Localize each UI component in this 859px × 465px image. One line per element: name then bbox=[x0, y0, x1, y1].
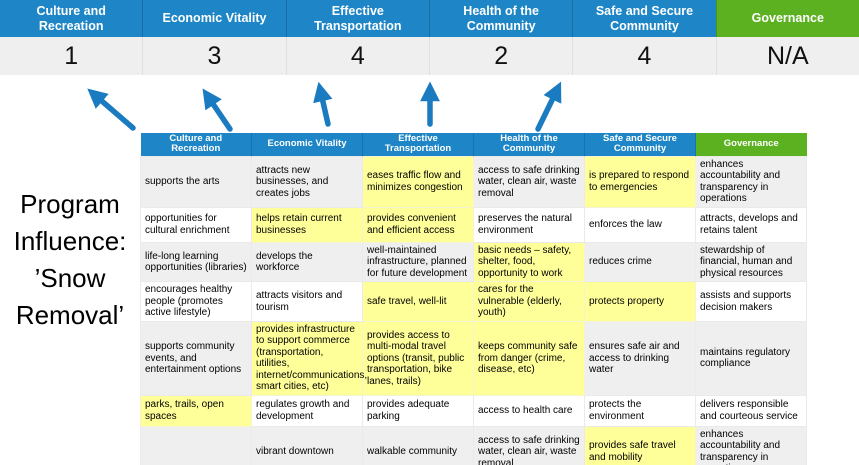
matrix-cell-economic-vitality-r1: attracts new businesses, and creates job… bbox=[251, 155, 363, 208]
matrix-row-7: vibrant downtown walkable community access… bbox=[140, 425, 807, 465]
pillar-score-effective-transportation: 4 bbox=[285, 37, 429, 75]
matrix-cell-economic-vitality-r5: provides infrastructure to support comme… bbox=[251, 320, 367, 396]
matrix-row-3: life-long learning opportunities (librar… bbox=[140, 241, 807, 283]
matrix-cell-governance-r4: assists and supports decision makers bbox=[695, 281, 807, 322]
influence-arrow-5 bbox=[535, 81, 562, 132]
influence-arrows bbox=[87, 81, 562, 132]
matrix-cell-health-of-the-community-r1: access to safe drinking water, clean air… bbox=[473, 155, 585, 208]
matrix-header-governance: Governance bbox=[695, 133, 807, 157]
matrix-cell-safe-and-secure-community-r1: is prepared to respond to emergencies bbox=[584, 155, 696, 208]
matrix-cell-effective-transportation-r6: provides adequate parking bbox=[362, 394, 474, 427]
matrix-cell-effective-transportation-r5: provides access to multi-modal travel op… bbox=[362, 320, 474, 396]
matrix-cell-culture-and-recreation-r1: supports the arts bbox=[140, 155, 252, 208]
matrix-cell-safe-and-secure-community-r3: reduces crime bbox=[584, 241, 696, 283]
matrix-cell-effective-transportation-r7: walkable community bbox=[362, 425, 474, 465]
matrix-header-effective-transportation: Effective Transportation bbox=[362, 133, 474, 157]
matrix-cell-culture-and-recreation-r5: supports community events, and entertain… bbox=[140, 320, 252, 396]
matrix-cell-culture-and-recreation-r4: encourages healthy people (promotes acti… bbox=[140, 281, 252, 322]
pillar-score-governance: N/A bbox=[715, 37, 859, 75]
matrix-cell-culture-and-recreation-r2: opportunities for cultural enrichment bbox=[140, 206, 252, 243]
matrix-row-2: opportunities for cultural enrichment hel… bbox=[140, 206, 807, 243]
matrix-cell-health-of-the-community-r5: keeps community safe from danger (crime,… bbox=[473, 320, 585, 396]
score-row: 1 3 4 2 4 N/A bbox=[0, 37, 859, 75]
matrix-row-1: supports the arts attracts new businesses… bbox=[140, 155, 807, 208]
matrix-header-culture-and-recreation: Culture and Recreation bbox=[140, 133, 252, 157]
matrix-cell-safe-and-secure-community-r7: provides safe travel and mobility bbox=[584, 425, 696, 465]
matrix-cell-governance-r5: maintains regulatory compliance bbox=[695, 320, 807, 396]
matrix-cell-culture-and-recreation-r3: life-long learning opportunities (librar… bbox=[140, 241, 252, 283]
matrix-cell-effective-transportation-r4: safe travel, well-lit bbox=[362, 281, 474, 322]
pillar-score-health-of-the-community: 2 bbox=[428, 37, 573, 75]
matrix-header-safe-and-secure-community: Safe and Secure Community bbox=[584, 133, 696, 157]
matrix-cell-safe-and-secure-community-r6: protects the environment bbox=[584, 394, 696, 427]
matrix-cell-effective-transportation-r2: provides convenient and efficient access bbox=[362, 206, 474, 243]
matrix-header-health-of-the-community: Health of the Community bbox=[473, 133, 585, 157]
matrix-cell-culture-and-recreation-r7 bbox=[140, 425, 252, 465]
matrix-header-economic-vitality: Economic Vitality bbox=[251, 133, 363, 157]
influence-arrow-3 bbox=[313, 81, 333, 127]
matrix-cell-governance-r7: enhances accountability and transparency… bbox=[695, 425, 807, 465]
matrix-cell-safe-and-secure-community-r4: protects property bbox=[584, 281, 696, 322]
pillar-score-economic-vitality: 3 bbox=[142, 37, 286, 75]
matrix-cell-governance-r2: attracts, develops and retains talent bbox=[695, 206, 807, 243]
matrix-cell-effective-transportation-r3: well-maintained infrastructure, planned … bbox=[362, 241, 474, 283]
priority-matrix: Culture and Recreation Economic Vitality E… bbox=[140, 133, 807, 465]
matrix-cell-effective-transportation-r1: eases traffic flow and minimizes congest… bbox=[362, 155, 474, 208]
program-influence-label: Program Influence: ’Snow Removal’ bbox=[13, 189, 127, 330]
pillar-header-economic-vitality: Economic Vitality bbox=[142, 0, 286, 37]
pillar-header-culture-and-recreation: Culture and Recreation bbox=[0, 0, 143, 37]
matrix-cell-culture-and-recreation-r6: parks, trails, open spaces bbox=[140, 394, 252, 427]
pillar-score-culture-and-recreation: 1 bbox=[0, 37, 143, 75]
matrix-cell-economic-vitality-r3: develops the workforce bbox=[251, 241, 363, 283]
matrix-cell-health-of-the-community-r7: access to safe drinking water, clean air… bbox=[473, 425, 585, 465]
matrix-cell-governance-r3: stewardship of financial, human and phys… bbox=[695, 241, 807, 283]
pillar-score-safe-and-secure-community: 4 bbox=[572, 37, 716, 75]
matrix-cell-health-of-the-community-r3: basic needs – safety, shelter, food, opp… bbox=[473, 241, 585, 283]
matrix-cell-economic-vitality-r6: regulates growth and development bbox=[251, 394, 363, 427]
matrix-cell-governance-r1: enhances accountability and transparency… bbox=[695, 155, 807, 208]
influence-arrow-1 bbox=[87, 88, 136, 131]
matrix-body: supports the arts attracts new businesses… bbox=[140, 155, 807, 465]
matrix-cell-health-of-the-community-r4: cares for the vulnerable (elderly, youth… bbox=[473, 281, 585, 322]
pillar-header-health-of-the-community: Health of the Community bbox=[428, 0, 573, 37]
matrix-cell-safe-and-secure-community-r5: ensures safe air and access to drinking … bbox=[584, 320, 696, 396]
matrix-cell-health-of-the-community-r6: access to health care bbox=[473, 394, 585, 427]
matrix-row-4: encourages healthy people (promotes acti… bbox=[140, 281, 807, 322]
matrix-cell-economic-vitality-r2: helps retain current businesses bbox=[251, 206, 363, 243]
matrix-row-6: parks, trails, open spaces regulates grow… bbox=[140, 394, 807, 427]
matrix-header-row: Culture and Recreation Economic Vitality E… bbox=[140, 133, 807, 157]
pillar-header-safe-and-secure-community: Safe and Secure Community bbox=[572, 0, 716, 37]
matrix-cell-governance-r6: delivers responsible and courteous servi… bbox=[695, 394, 807, 427]
matrix-cell-economic-vitality-r7: vibrant downtown bbox=[251, 425, 363, 465]
pillar-header-effective-transportation: Effective Transportation bbox=[285, 0, 429, 37]
pillar-header-governance: Governance bbox=[715, 0, 859, 37]
matrix-cell-health-of-the-community-r2: preserves the natural environment bbox=[473, 206, 585, 243]
summary-bar: Culture and Recreation Economic Vitality E… bbox=[0, 0, 859, 37]
influence-arrow-2 bbox=[202, 88, 233, 132]
matrix-cell-economic-vitality-r4: attracts visitors and tourism bbox=[251, 281, 363, 322]
matrix-cell-safe-and-secure-community-r2: enforces the law bbox=[584, 206, 696, 243]
matrix-row-5: supports community events, and entertain… bbox=[140, 320, 807, 396]
